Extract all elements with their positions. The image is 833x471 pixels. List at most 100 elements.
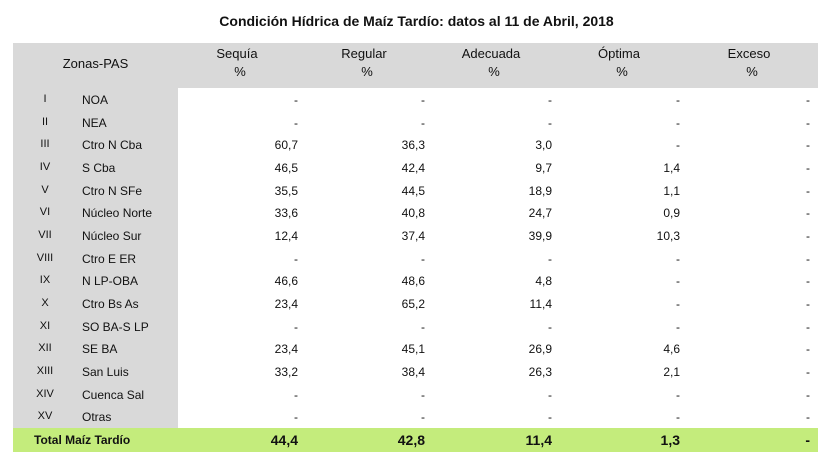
- cell-value: 33,6: [274, 206, 298, 221]
- column-header: Adecuada: [461, 46, 521, 61]
- zone-number: III: [40, 138, 50, 151]
- cell-value: -: [806, 251, 810, 266]
- cell-value: 23,4: [274, 297, 298, 311]
- cell-value: 11,4: [529, 297, 552, 311]
- cell-value: -: [806, 297, 810, 311]
- cell-value: 10,3: [656, 229, 680, 243]
- cell-value: -: [548, 410, 552, 425]
- cell-value: -: [806, 183, 810, 198]
- zone-column-bg: [13, 88, 178, 428]
- cell-value: 1,1: [663, 183, 680, 198]
- cell-value: 42,4: [401, 161, 425, 175]
- cell-value: 23,4: [274, 342, 298, 357]
- zone-number: IV: [39, 161, 51, 173]
- cell-value: -: [676, 410, 680, 425]
- column-unit: %: [488, 64, 500, 79]
- zone-name: S Cba: [82, 161, 116, 175]
- cell-value: -: [421, 387, 425, 402]
- cell-value: 40,8: [401, 206, 425, 221]
- cell-value: -: [676, 251, 680, 266]
- cell-value: -: [421, 319, 425, 334]
- cell-value: -: [676, 138, 680, 153]
- cell-value: -: [294, 251, 298, 266]
- cell-value: -: [806, 410, 810, 425]
- cell-value: -: [806, 274, 810, 289]
- zone-number: VIII: [36, 251, 54, 264]
- cell-value: -: [676, 115, 680, 130]
- cell-value: -: [806, 115, 810, 130]
- cell-value: -: [294, 387, 298, 402]
- cell-value: -: [294, 410, 298, 425]
- title: Condición Hídrica de Maíz Tardío: datos …: [219, 13, 614, 29]
- zone-name: Núcleo Norte: [82, 206, 153, 221]
- cell-value: 24,7: [528, 206, 552, 221]
- cell-value: 26,3: [528, 365, 552, 379]
- zone-number: XV: [37, 410, 53, 423]
- total-row-bg: [13, 428, 818, 452]
- zone-name: Núcleo Sur: [82, 229, 142, 243]
- zone-name: Ctro N SFe: [82, 183, 143, 198]
- cell-value: -: [806, 342, 810, 357]
- column-unit: %: [234, 64, 246, 79]
- cell-value: -: [806, 229, 810, 243]
- cell-value: -: [548, 115, 552, 130]
- total-value: -: [805, 432, 810, 448]
- cell-value: -: [806, 161, 810, 175]
- cell-value: 35,5: [274, 183, 298, 198]
- column-header: Regular: [341, 46, 387, 61]
- cell-value: 39,9: [528, 229, 552, 243]
- cell-value: -: [806, 365, 810, 379]
- column-unit: %: [616, 64, 628, 79]
- cell-value: 46,6: [274, 274, 298, 289]
- cell-value: -: [294, 115, 298, 130]
- cell-value: -: [676, 93, 680, 107]
- cell-value: -: [806, 206, 810, 221]
- cell-value: 60,7: [274, 138, 298, 153]
- zone-number: I: [43, 93, 47, 105]
- total-value: 11,4: [525, 432, 552, 448]
- cell-value: -: [806, 93, 810, 107]
- cell-value: 45,1: [401, 342, 425, 357]
- total-value: 42,8: [397, 432, 425, 448]
- zone-header: Zonas-PAS: [62, 56, 129, 71]
- cell-value: -: [294, 93, 298, 107]
- cell-value: -: [676, 387, 680, 402]
- cell-value: 46,5: [274, 161, 298, 175]
- cell-value: 18,9: [528, 183, 552, 198]
- zone-name: SE BA: [82, 342, 118, 357]
- cell-value: 36,3: [401, 138, 425, 153]
- cell-value: -: [676, 274, 680, 289]
- zone-number: XI: [39, 319, 51, 332]
- cell-value: 4,6: [663, 342, 680, 357]
- cell-value: 48,6: [401, 274, 425, 289]
- cell-value: 38,4: [401, 365, 425, 379]
- cell-value: 33,2: [274, 365, 298, 379]
- zone-name: Ctro Bs As: [82, 297, 139, 311]
- total-value: 44,4: [270, 432, 298, 448]
- cell-value: 9,7: [535, 161, 552, 175]
- column-unit: %: [746, 64, 758, 79]
- cell-value: 26,9: [528, 342, 552, 357]
- cell-value: 44,5: [401, 183, 425, 198]
- header-bg: [13, 43, 818, 88]
- cell-value: -: [421, 251, 425, 266]
- zone-number: IX: [39, 274, 51, 287]
- cell-value: 12,4: [274, 229, 298, 243]
- zone-name: N LP-OBA: [82, 274, 139, 289]
- zone-number: X: [41, 297, 49, 309]
- zone-name: NOA: [82, 93, 109, 107]
- cell-value: 0,9: [663, 206, 680, 221]
- zone-name: NEA: [82, 115, 107, 130]
- zone-name: SO BA-S LP: [82, 319, 149, 334]
- zone-name: Ctro N Cba: [82, 138, 143, 153]
- column-header: Exceso: [727, 46, 771, 61]
- zone-number: XIII: [36, 365, 54, 377]
- cell-value: -: [676, 297, 680, 311]
- zone-number: V: [41, 183, 49, 196]
- cell-value: -: [806, 138, 810, 153]
- zone-number: XIV: [36, 387, 54, 400]
- cell-value: -: [548, 387, 552, 402]
- cell-value: -: [548, 93, 552, 107]
- column-unit: %: [361, 64, 373, 79]
- cell-value: -: [548, 251, 552, 266]
